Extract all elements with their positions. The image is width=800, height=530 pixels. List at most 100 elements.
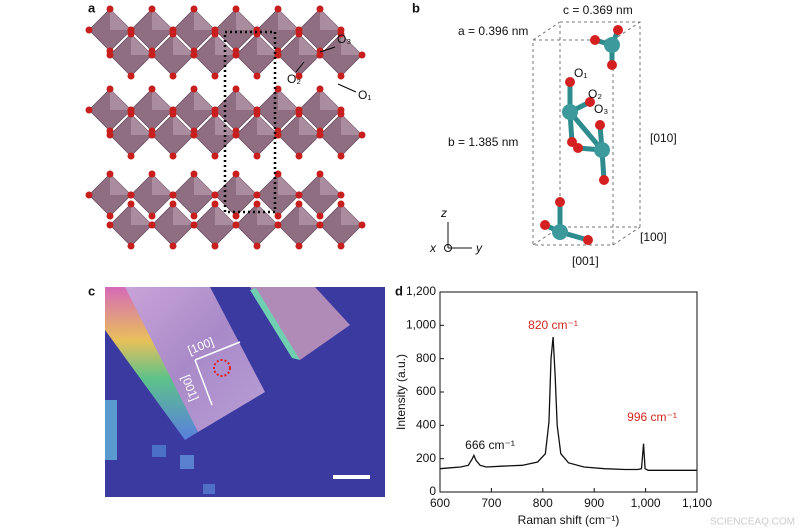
oxygen	[148, 51, 156, 59]
oxygen	[169, 152, 177, 160]
oxygen	[337, 152, 345, 160]
oxygen	[232, 131, 240, 139]
oxygen	[316, 131, 324, 139]
oxygen	[295, 200, 303, 208]
oxygen	[358, 221, 366, 229]
atoms	[540, 25, 623, 245]
facet	[257, 34, 278, 55]
facet	[257, 114, 278, 135]
oxygen	[169, 242, 177, 250]
facet	[341, 114, 362, 135]
oxygen	[337, 30, 345, 38]
oxygen	[337, 72, 345, 80]
oxygen	[127, 110, 135, 118]
facet	[341, 204, 362, 225]
oxygen	[295, 30, 303, 38]
oxygen	[211, 152, 219, 160]
oxygen	[106, 221, 114, 229]
facet	[341, 34, 362, 55]
facet	[299, 204, 320, 225]
facet	[320, 89, 341, 110]
peak-annotation: 820 cm⁻¹	[528, 318, 578, 332]
y-tick-label: 600	[416, 384, 436, 398]
oxygen	[190, 170, 198, 178]
facet	[131, 204, 152, 225]
oxygen	[337, 191, 345, 199]
oxygen	[148, 170, 156, 178]
oxygen	[253, 242, 261, 250]
peak-annotation: 996 cm⁻¹	[627, 410, 677, 424]
molecule	[543, 29, 621, 243]
oxygen	[316, 221, 324, 229]
x-tick-label: 900	[584, 496, 604, 510]
oxygen	[274, 221, 282, 229]
facet	[152, 9, 173, 30]
oxygen	[106, 85, 114, 93]
atom-label: O₂	[287, 72, 301, 86]
oxygen	[295, 152, 303, 160]
oxygen	[169, 110, 177, 118]
y-tick-label: 200	[416, 451, 436, 465]
facet	[152, 89, 173, 110]
oxygen	[211, 72, 219, 80]
direction: [001]	[572, 254, 599, 268]
oxygen	[190, 221, 198, 229]
peak-annotation: 666 cm⁻¹	[465, 438, 515, 452]
facet	[257, 204, 278, 225]
direction: [100]	[640, 230, 667, 244]
axis-name: z	[440, 206, 447, 220]
facet	[194, 9, 215, 30]
oxygen	[295, 72, 303, 80]
oxygen	[190, 131, 198, 139]
oxygen	[106, 212, 114, 220]
x-tick-label: 1,100	[682, 496, 712, 510]
facet	[215, 204, 236, 225]
x-tick-label: 1,000	[631, 496, 661, 510]
oxygen	[337, 200, 345, 208]
facet	[236, 89, 257, 110]
y-tick-label: 1,000	[406, 318, 436, 332]
lattice-a: a = 0.396 nm	[458, 24, 528, 38]
oxygen	[211, 191, 219, 199]
oxygen	[85, 106, 93, 114]
direction: [010]	[650, 131, 677, 145]
facet	[173, 114, 194, 135]
axis-name: x	[429, 241, 437, 255]
oxygen	[253, 191, 261, 199]
y-axis-label: Intensity (a.u.)	[394, 354, 408, 430]
micrograph	[105, 287, 385, 497]
oxygen	[316, 85, 324, 93]
oxygen	[148, 212, 156, 220]
oxygen	[106, 131, 114, 139]
x-axis-label: Raman shift (cm⁻¹)	[518, 513, 620, 527]
oxygen	[148, 131, 156, 139]
oxygen	[337, 110, 345, 118]
oxygen	[232, 212, 240, 220]
oxygen	[316, 5, 324, 13]
facet	[173, 204, 194, 225]
oxygen	[127, 30, 135, 38]
oxygen	[190, 5, 198, 13]
oxygen	[253, 152, 261, 160]
oxygen	[358, 51, 366, 59]
oxygen	[85, 26, 93, 34]
facet	[110, 89, 131, 110]
panel-label: a	[88, 0, 96, 15]
oxygen	[148, 5, 156, 13]
oxygen	[337, 242, 345, 250]
panel-label: d	[395, 283, 403, 298]
oxygen	[274, 212, 282, 220]
oxygen	[127, 200, 135, 208]
x-tick-label: 700	[481, 496, 501, 510]
oxygen	[148, 221, 156, 229]
facet	[110, 174, 131, 195]
pointer	[319, 46, 336, 53]
facet	[320, 9, 341, 30]
oxygen	[127, 242, 135, 250]
pointer	[295, 61, 305, 73]
atom-label: O₁	[358, 88, 371, 102]
y-tick-label: 1,200	[406, 284, 436, 298]
oxygen	[127, 191, 135, 199]
facet	[320, 174, 341, 195]
